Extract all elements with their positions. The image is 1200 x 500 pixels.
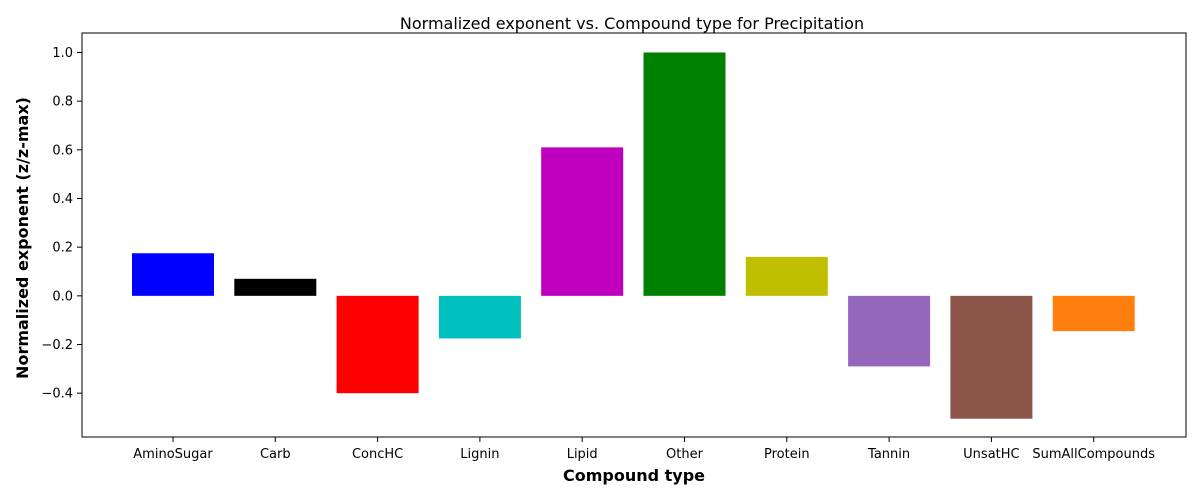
bar-carb [234, 278, 317, 296]
x-tick-label: Other [666, 447, 704, 462]
y-tick-label: 0.6 [52, 143, 73, 158]
x-tick-label: AminoSugar [133, 447, 213, 462]
bar-tannin [848, 295, 931, 367]
bars-group [132, 52, 1135, 419]
x-tick-label: Protein [764, 447, 810, 462]
y-axis-label: Normalized exponent (z/z-max) [13, 97, 32, 379]
bar-sumallcompounds [1052, 295, 1135, 332]
y-axis: −0.4 −0.2 0.0 0.2 0.4 0.6 0.8 1.0 [41, 46, 82, 402]
y-tick-label: −0.4 [41, 387, 73, 402]
bar-aminosugar [132, 253, 214, 296]
y-tick-label: 0.0 [52, 289, 73, 304]
x-tick-label: Lipid [567, 447, 598, 462]
bar-other [643, 52, 726, 296]
x-axis-label: Compound type [563, 466, 705, 485]
x-tick-label: UnsatHC [963, 447, 1019, 462]
bar-lipid [541, 147, 624, 296]
chart-title: Normalized exponent vs. Compound type fo… [400, 14, 864, 33]
bar-conchc [336, 295, 419, 394]
bar-unsathc [950, 295, 1033, 419]
x-tick-label: Carb [260, 447, 291, 462]
y-tick-label: 0.8 [52, 95, 73, 110]
x-tick-label: SumAllCompounds [1032, 447, 1155, 462]
y-tick-label: 0.2 [52, 241, 73, 256]
y-tick-label: 1.0 [52, 46, 73, 61]
bar-protein [745, 256, 828, 296]
plot-frame [81, 32, 1187, 438]
bar-lignin [438, 295, 521, 339]
y-tick-label: −0.2 [41, 338, 73, 353]
x-tick-label: Tannin [867, 447, 910, 462]
x-tick-label: ConcHC [352, 447, 403, 462]
y-tick-label: 0.4 [52, 192, 73, 207]
x-tick-label: Lignin [460, 447, 499, 462]
x-axis: AminoSugar Carb ConcHC Lignin Lipid Other Prot… [133, 437, 1155, 462]
